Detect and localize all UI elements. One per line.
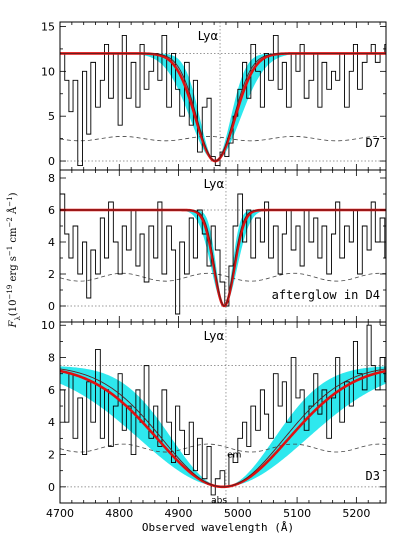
y-tick-label: 6 — [48, 384, 55, 397]
y-tick-label: 5 — [48, 110, 55, 123]
x-tick-label: 4700 — [46, 507, 74, 520]
line-label: Lyα — [198, 29, 219, 43]
line-label: Lyα — [204, 329, 225, 343]
annotation-em: em — [227, 451, 241, 461]
panel-frame — [59, 321, 387, 504]
x-tick-label: 5000 — [224, 507, 252, 520]
y-tick-label: 2 — [48, 449, 55, 462]
x-tick-label: 4800 — [105, 507, 133, 520]
y-tick-label: 2 — [48, 268, 55, 281]
y-tick-label: 15 — [41, 20, 55, 33]
panel-d7: 0 5 10 15 Lyα D7 — [41, 20, 387, 171]
noise-spectrum — [59, 135, 387, 142]
panel-d4: 0 2 4 6 8 Lyα afterglow in D4 — [48, 169, 387, 323]
model-variant-line — [60, 209, 386, 307]
observed-spectrum — [60, 193, 386, 315]
line-label: Lyα — [204, 177, 225, 191]
y-tick-label: 6 — [48, 204, 55, 217]
y-tick-label: 0 — [48, 481, 55, 494]
y-tick-label: 10 — [41, 319, 55, 332]
model-variant-line — [59, 368, 387, 488]
noise-spectrum — [59, 272, 387, 282]
y-axis-label: Fλ(10−19 erg s−1 cm−2 Å−1) — [6, 192, 22, 328]
x-axis: 4700 4800 4900 5000 5100 5200 — [46, 507, 370, 520]
panel-label: afterglow in D4 — [272, 288, 380, 302]
y-tick-label: 4 — [48, 416, 55, 429]
panel-d3: 0 2 4 6 8 10 Lyα D3 em abs — [41, 319, 387, 506]
annotation-abs: abs — [211, 496, 227, 506]
y-tick-label: 0 — [48, 300, 55, 313]
x-axis-label: Observed wavelength (Å) — [142, 521, 294, 534]
x-tick-label: 5100 — [283, 507, 311, 520]
y-tick-label: 8 — [48, 352, 55, 365]
y-tick-label: 8 — [48, 172, 55, 185]
x-tick-label: 5200 — [342, 507, 370, 520]
y-tick-label: 0 — [48, 155, 55, 168]
panel-label: D3 — [366, 469, 380, 483]
x-tick-label: 4900 — [165, 507, 193, 520]
model-variant-line — [60, 52, 386, 162]
observed-spectrum — [60, 35, 386, 166]
panel-label: D7 — [366, 136, 380, 150]
y-tick-label: 10 — [41, 65, 55, 78]
observed-spectrum — [60, 324, 386, 496]
y-tick-label: 4 — [48, 236, 55, 249]
